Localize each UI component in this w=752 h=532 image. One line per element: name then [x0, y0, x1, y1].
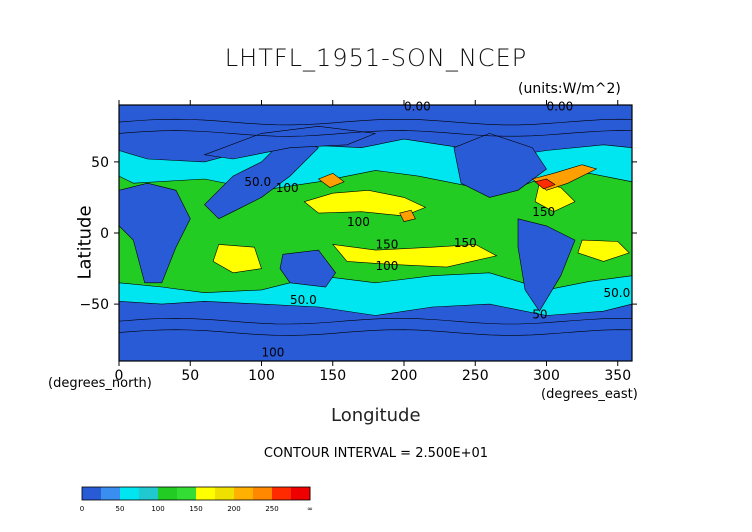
contour-label-6: 150: [454, 236, 477, 250]
x-tick-label-300: 300: [533, 368, 560, 384]
colorbar-swatch-2: [120, 487, 140, 500]
x-tick-label-100: 100: [248, 368, 275, 384]
contour-label-8: 150: [532, 205, 555, 219]
contour-label-1: 0.00: [547, 100, 574, 114]
contour-label-9: 50.0: [290, 293, 317, 307]
zone-high-satl: [577, 239, 630, 262]
land-asia: [204, 133, 320, 220]
zone-vhigh-kuroshio: [317, 172, 345, 188]
y-axis: 50 0 −50: [79, 155, 637, 313]
y-tick-label-0: 0: [100, 226, 109, 242]
contour-label-12: 100: [262, 346, 285, 360]
zone-high-spac: [332, 244, 498, 268]
colorbar-label-6: ∞: [307, 505, 313, 513]
zone-extreme-1: [534, 178, 556, 190]
colorbar-swatch-8: [234, 487, 254, 500]
colorbar-label-2: 100: [151, 505, 164, 513]
colorbar-label-5: 250: [265, 505, 278, 513]
contour-label-0: 0.00: [404, 100, 431, 114]
colorbar-swatch-6: [196, 487, 216, 500]
x-tick-label-50: 50: [181, 368, 199, 384]
contour-labels: 0.00 0.00 50.0 100 100 150 150 100 150 50.0 50.0 50…: [244, 100, 630, 360]
c-lat-78: [118, 118, 633, 126]
zone-high-npac: [303, 189, 427, 217]
colorbar-swatch-10: [272, 487, 292, 500]
colorbar: 0 50 100 150 200 250 ∞: [80, 486, 313, 513]
contour-label-2: 50.0: [244, 175, 271, 189]
contour-label-3: 100: [276, 181, 299, 195]
contour-interval-note: CONTOUR INTERVAL = 2.500E+01: [263, 446, 489, 461]
x-tick-label-150: 150: [319, 368, 346, 384]
colorbar-label-1: 50: [116, 505, 125, 513]
land-australia: [279, 249, 336, 288]
colorbar-swatch-3: [139, 487, 159, 500]
y-tick-label--50: −50: [79, 297, 109, 313]
y-tick-label-50: 50: [91, 155, 109, 171]
colorbar-swatch-4: [158, 487, 178, 500]
zone-high-indian: [212, 244, 262, 274]
colorbar-swatch-7: [215, 487, 235, 500]
y-axis-title: Latitude: [74, 205, 96, 280]
contour-lines: [118, 118, 633, 336]
x-tick-label-250: 250: [462, 368, 489, 384]
colorbar-label-0: 0: [80, 505, 84, 513]
units-label: (units:W/m^2): [518, 81, 621, 97]
colorbar-swatch-1: [101, 487, 121, 500]
x-tick-label-200: 200: [391, 368, 418, 384]
zone-vhigh-pac: [399, 209, 416, 222]
colorbar-swatch-9: [253, 487, 273, 500]
x-tick-label-350: 350: [604, 368, 631, 384]
land-south-america: [517, 218, 576, 312]
contour-label-7: 100: [376, 259, 399, 273]
y-unit-label: (degrees_north): [48, 376, 152, 391]
contour-label-5: 150: [376, 238, 399, 252]
x-axis-title: Longitude: [331, 405, 421, 426]
contour-field: [118, 105, 633, 361]
c-lat-m70: [118, 329, 633, 336]
colorbar-swatch-5: [177, 487, 197, 500]
x-axis: 0 50 100 150 200 250 300 350: [115, 100, 631, 384]
land-africa: [118, 182, 191, 284]
x-unit-label: (degrees_east): [541, 387, 638, 402]
colorbar-swatch-0: [82, 487, 102, 500]
contour-label-10: 50.0: [604, 286, 631, 300]
colorbar-swatch-11: [291, 487, 311, 500]
colorbar-label-4: 200: [227, 505, 240, 513]
contour-label-11: 50: [532, 307, 547, 321]
colorbar-frame: [81, 486, 311, 501]
chart-title: LHTFL_1951-SON_NCEP: [224, 44, 528, 72]
c-lat-70: [118, 130, 633, 137]
colorbar-label-3: 150: [189, 505, 202, 513]
x-tick-label-0: 0: [115, 368, 124, 384]
contour-label-4: 100: [347, 215, 370, 229]
c-lat-m62: [118, 317, 632, 325]
